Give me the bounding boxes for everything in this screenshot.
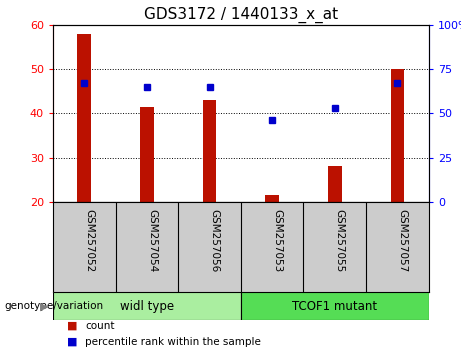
Bar [265, 195, 279, 202]
Text: GSM257057: GSM257057 [397, 209, 408, 272]
Text: GSM257053: GSM257053 [272, 209, 282, 272]
Text: GSM257055: GSM257055 [335, 209, 345, 272]
Text: percentile rank within the sample: percentile rank within the sample [85, 337, 261, 347]
Bar [140, 107, 154, 202]
Title: GDS3172 / 1440133_x_at: GDS3172 / 1440133_x_at [144, 7, 338, 23]
Text: GSM257056: GSM257056 [210, 209, 219, 272]
Bar [241, 292, 429, 320]
Text: ▶: ▶ [40, 301, 48, 311]
Text: genotype/variation: genotype/variation [5, 301, 104, 311]
Text: ■: ■ [67, 337, 77, 347]
Bar [203, 100, 217, 202]
Text: GSM257054: GSM257054 [147, 209, 157, 272]
Text: widl type: widl type [120, 300, 174, 313]
Text: GSM257052: GSM257052 [84, 209, 95, 272]
Bar [390, 69, 404, 202]
Bar [53, 292, 241, 320]
Text: TCOF1 mutant: TCOF1 mutant [292, 300, 378, 313]
Bar [77, 34, 91, 202]
Bar [328, 166, 342, 202]
Text: count: count [85, 321, 115, 331]
Text: ■: ■ [67, 321, 77, 331]
